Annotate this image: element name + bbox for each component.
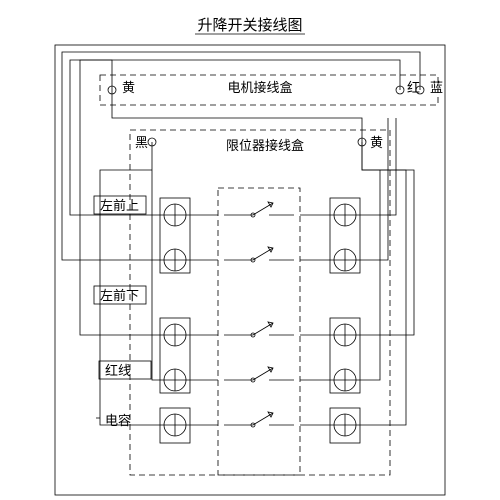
wire-6 [356, 142, 406, 425]
row-label-3: 电容 [105, 413, 131, 428]
row-label-1: 左前下 [100, 288, 139, 303]
wire-1 [112, 90, 362, 142]
wire-4 [152, 142, 164, 380]
motor-right-label-1: 红 [407, 80, 420, 95]
row-label-0: 左前上 [100, 198, 139, 213]
motor-right-label-2: 蓝 [430, 80, 443, 95]
row-label-2: 红线 [105, 363, 131, 378]
limit-box-label: 限位器接线盒 [226, 138, 304, 153]
limit-right-label: 黄 [370, 135, 383, 150]
diagram-title: 升降开关接线图 [197, 17, 302, 34]
motor-box-label: 电机接线盒 [227, 80, 292, 95]
limit-left-label: 黑 [135, 135, 148, 150]
wire-7 [356, 142, 414, 335]
motor-left-label: 黄 [122, 80, 135, 95]
